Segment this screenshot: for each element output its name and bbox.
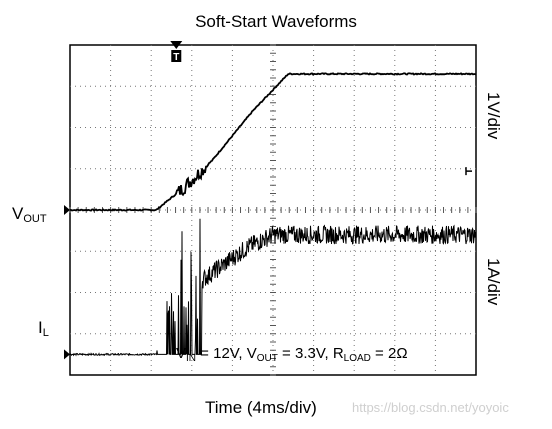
chart-title: Soft-Start Waveforms	[195, 12, 357, 31]
vout-channel-label: VOUT	[12, 204, 47, 225]
watermark: https://blog.csdn.net/yoyoic	[352, 400, 509, 415]
vout-scale-label: 1V/div	[484, 92, 503, 140]
il-channel-label: IL	[38, 318, 49, 339]
trigger-marker-box	[171, 50, 182, 62]
test-conditions-annotation: VIN = 12V, VOUT = 3.3V, RLOAD = 2Ω	[176, 345, 408, 364]
trigger-marker-label: T	[173, 52, 179, 63]
il-scale-label: 1A/div	[484, 258, 503, 306]
trigger-level-arrow-icon	[465, 167, 472, 176]
il-ground-marker	[64, 349, 70, 360]
il-trace	[69, 218, 477, 357]
trigger-marker-icon	[170, 41, 183, 49]
vout-trace	[69, 72, 477, 212]
vout-ground-marker	[64, 205, 70, 215]
x-axis-label: Time (4ms/div)	[205, 398, 317, 417]
